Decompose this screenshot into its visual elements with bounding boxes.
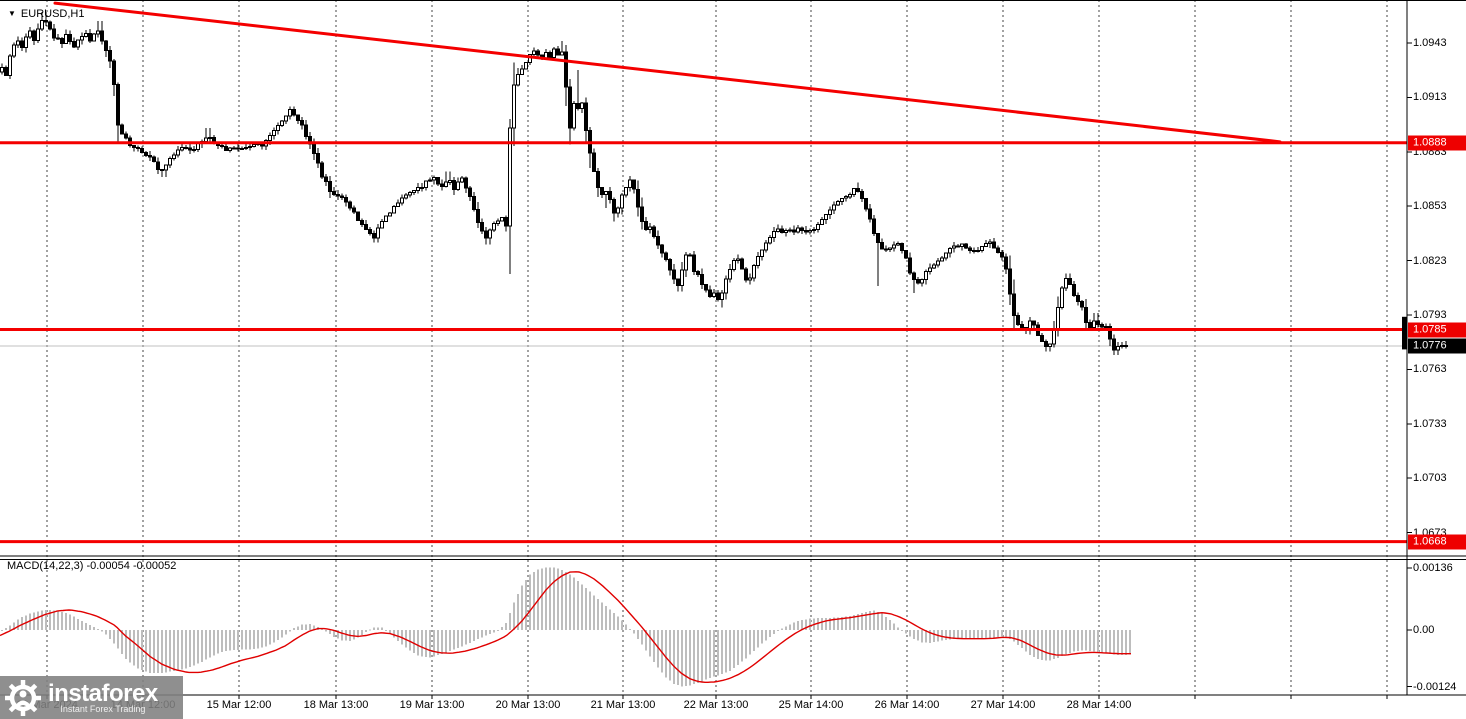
price-tick-label: 1.0763 bbox=[1413, 363, 1447, 376]
macd-histogram bbox=[1, 567, 1131, 687]
symbol-label: EURUSD,H1 bbox=[20, 8, 85, 20]
macd-tick-label: -0.00124 bbox=[1413, 680, 1457, 693]
macd-tick-label: 0.00136 bbox=[1413, 562, 1453, 574]
price-marker-box-support-level: 1.0668 bbox=[1408, 534, 1466, 550]
price-marker-box-resistance-level: 1.0888 bbox=[1408, 135, 1466, 151]
watermark-tagline-text: Instant Forex Trading bbox=[60, 703, 146, 714]
person-head-shape bbox=[19, 690, 27, 697]
price-tick-label: 1.0733 bbox=[1413, 417, 1447, 430]
time-tick-label: 21 Mar 13:00 bbox=[590, 699, 656, 711]
time-tick-label: 19 Mar 13:00 bbox=[399, 699, 465, 711]
time-tick-label: 26 Mar 14:00 bbox=[874, 699, 940, 711]
time-tick-label: 22 Mar 13:00 bbox=[683, 699, 749, 711]
macd-signal-line bbox=[0, 571, 1131, 683]
price-tick-label: 1.0913 bbox=[1413, 91, 1447, 104]
last-bar-axis-marker bbox=[1402, 316, 1407, 350]
instaforex-gear-icon bbox=[5, 679, 41, 716]
time-tick-label: 25 Mar 14:00 bbox=[778, 699, 844, 711]
time-tick-label: 18 Mar 13:00 bbox=[303, 699, 369, 711]
instaforex-watermark: instaforex Instant Forex Trading bbox=[0, 676, 183, 719]
price-tick-label: 1.0793 bbox=[1413, 309, 1447, 321]
candlestick-series bbox=[0, 12, 1128, 356]
price-marker-box-support-level: 1.0785 bbox=[1408, 322, 1466, 337]
watermark-brand-text: instaforex bbox=[48, 679, 158, 707]
price-tick-label: 1.0703 bbox=[1413, 472, 1447, 485]
macd-tick-label: 0.00 bbox=[1413, 624, 1435, 636]
price-tick-label: 1.0853 bbox=[1413, 200, 1447, 213]
symbol-timeframe-label: ▼ EURUSD,H1 bbox=[8, 8, 85, 20]
time-tick-label: 28 Mar 14:00 bbox=[1066, 699, 1132, 711]
person-body-shape bbox=[16, 700, 30, 707]
symbol-dropdown-icon[interactable]: ▼ bbox=[8, 9, 16, 18]
price-tick-label: 1.0943 bbox=[1413, 37, 1447, 49]
descending-trendline[interactable] bbox=[53, 1, 1282, 144]
time-tick-label: 15 Mar 12:00 bbox=[206, 699, 272, 711]
price-tick-label: 1.0823 bbox=[1413, 254, 1447, 267]
time-tick-label: 20 Mar 13:00 bbox=[495, 699, 561, 711]
time-tick-label: 27 Mar 14:00 bbox=[970, 699, 1036, 711]
price-marker-box-current-bid: 1.0776 bbox=[1408, 338, 1466, 354]
indicator-label: MACD(14,22,3) -0.00054 -0.00052 bbox=[7, 560, 177, 572]
